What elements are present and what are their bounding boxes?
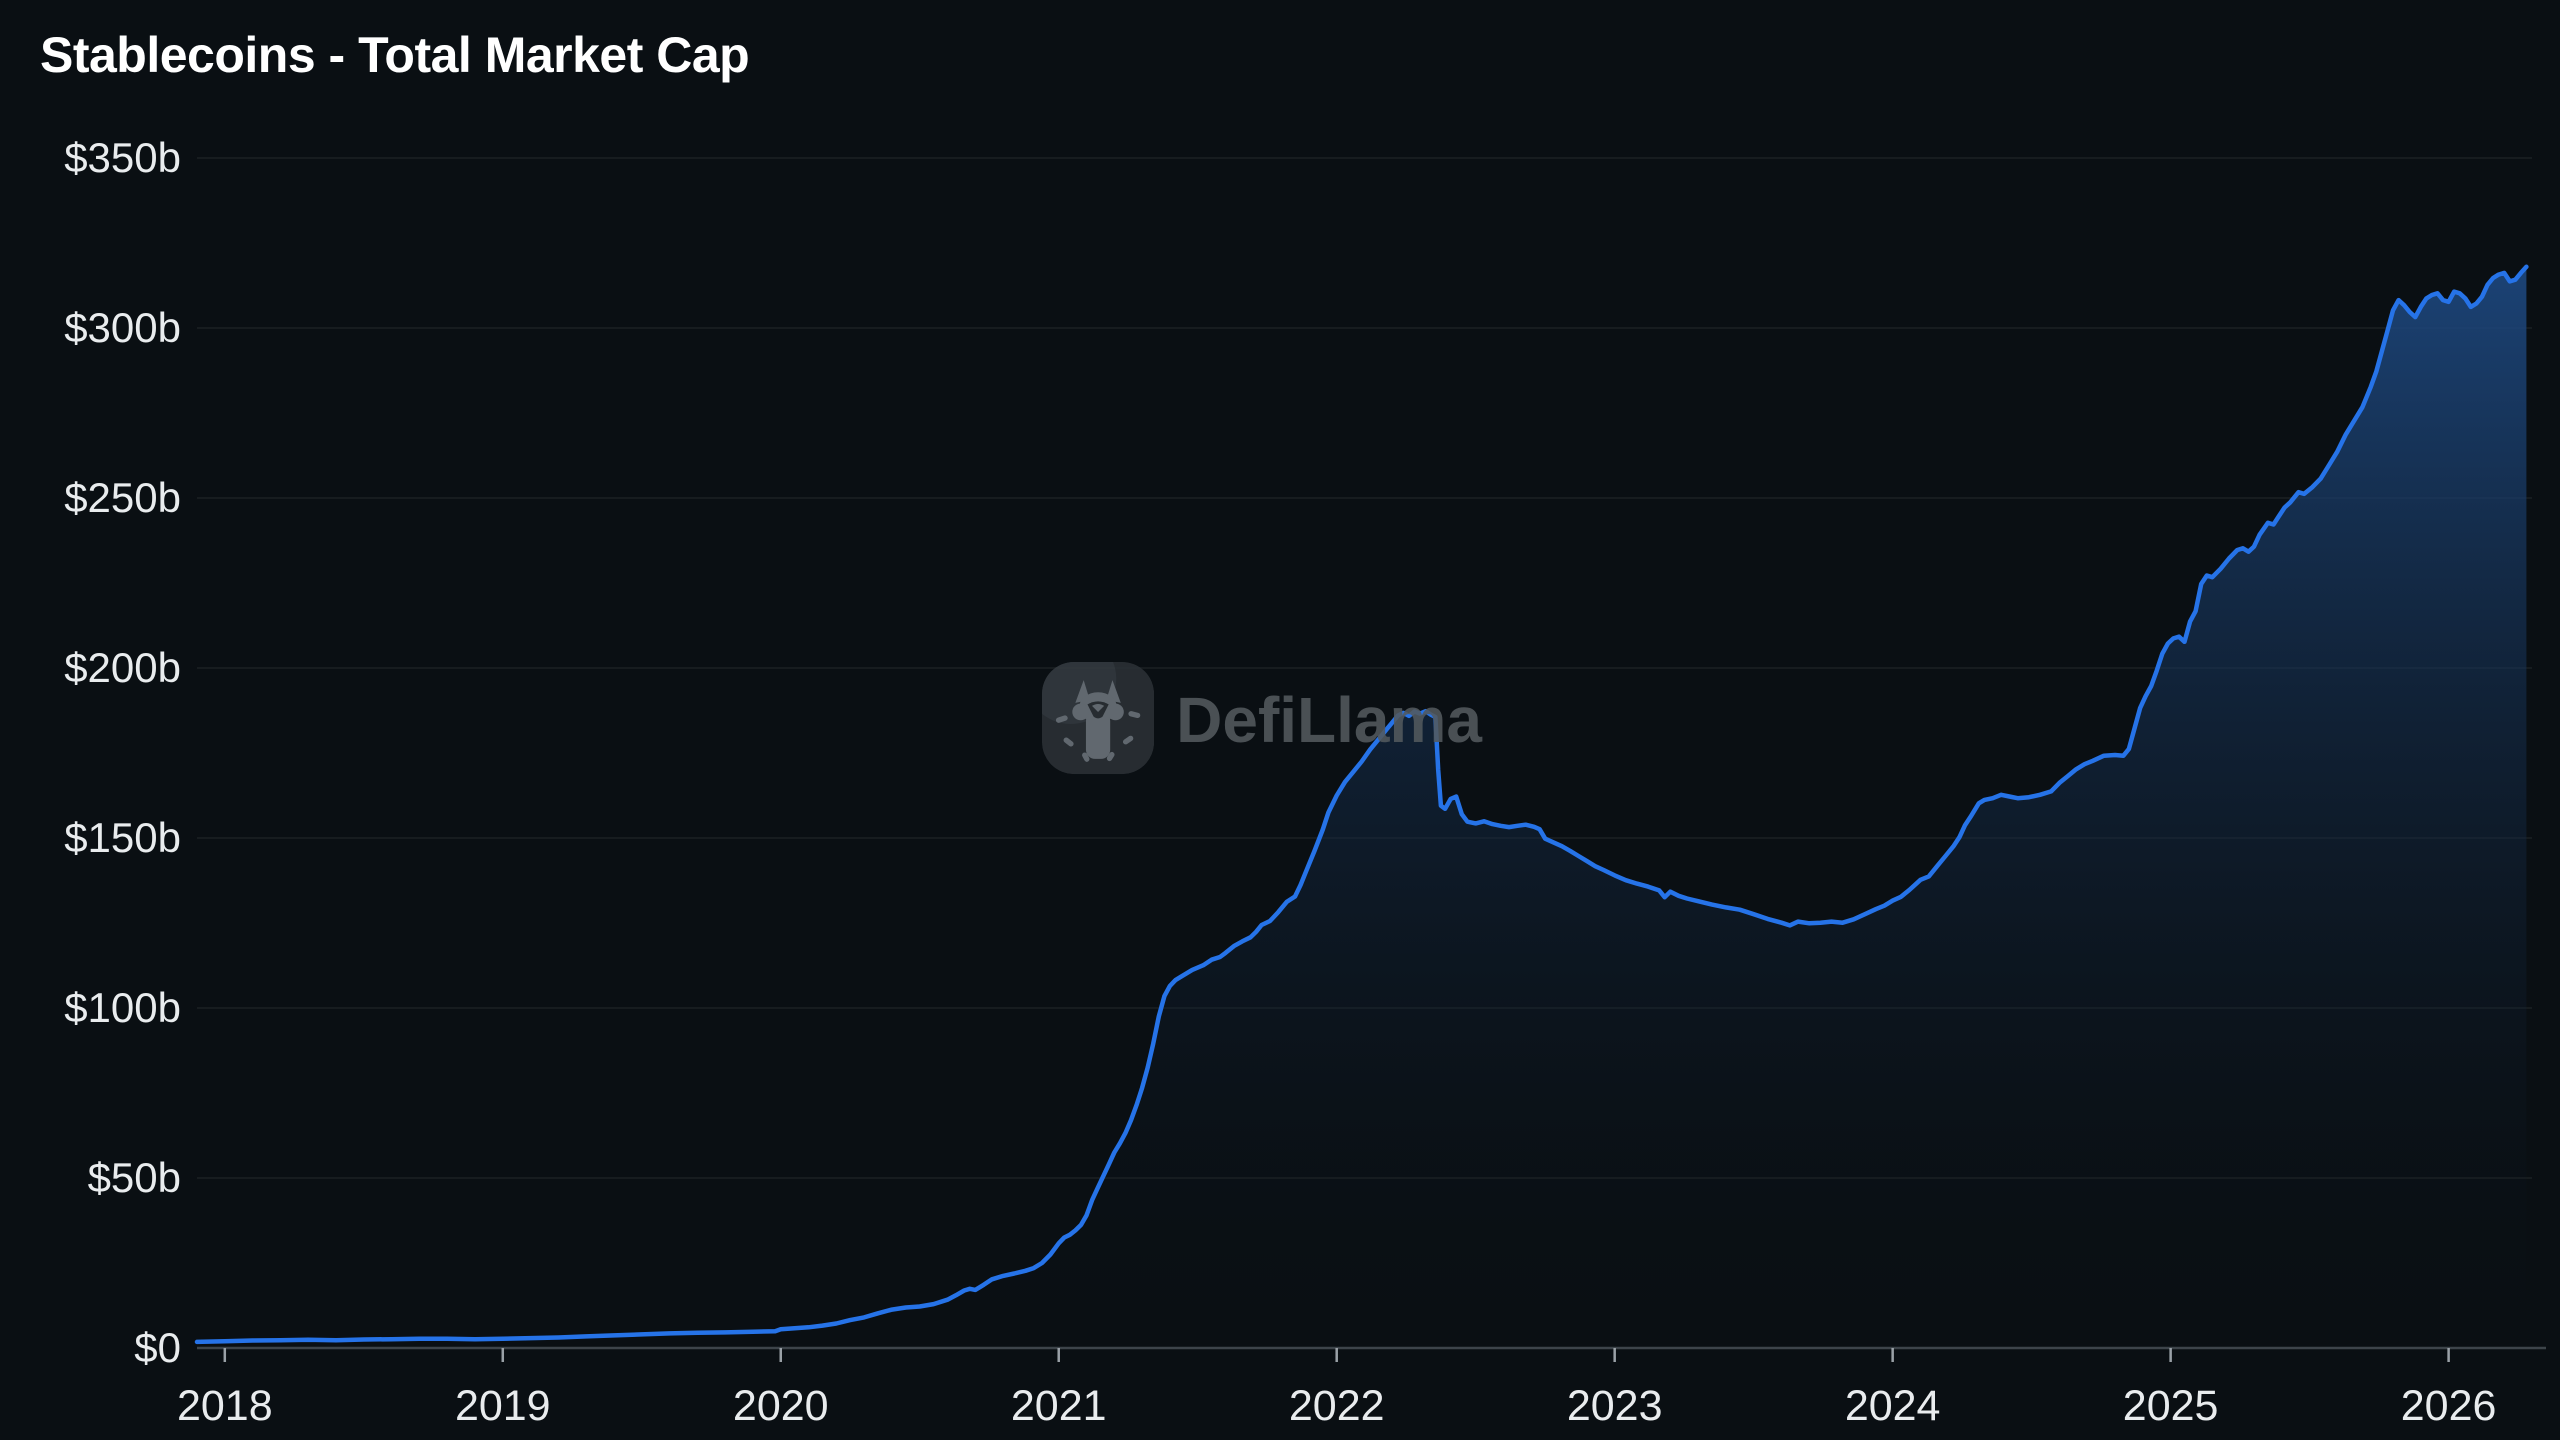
x-tick-label: 2023 [1567, 1382, 1663, 1430]
x-tick-label: 2020 [733, 1382, 829, 1430]
y-tick-label: $50b [88, 1154, 181, 1201]
market-cap-area [197, 266, 2527, 1348]
x-tick-label: 2021 [1011, 1382, 1107, 1430]
page-title: Stablecoins - Total Market Cap [40, 27, 750, 83]
x-tick-label: 2025 [2123, 1382, 2219, 1430]
x-tick-label: 2018 [177, 1382, 273, 1430]
y-tick-label: $250b [64, 474, 181, 521]
y-tick-label: $200b [64, 644, 181, 691]
x-axis-ticks: 2018 2019 2020 2021 2022 2023 2024 2025 2026 [177, 1348, 2496, 1430]
x-tick-label: 2024 [1845, 1382, 1941, 1430]
y-tick-label: $300b [64, 304, 181, 351]
y-tick-label: $150b [64, 814, 181, 861]
x-tick-label: 2026 [2401, 1382, 2497, 1430]
y-tick-label: $350b [64, 134, 181, 181]
y-axis-labels: $0 $50b $100b $150b $200b $250b $300b $350b [64, 134, 181, 1371]
y-tick-label: $0 [134, 1324, 181, 1371]
x-tick-label: 2019 [455, 1382, 551, 1430]
market-cap-line [194, 264, 2529, 1345]
y-tick-label: $100b [64, 984, 181, 1031]
x-tick-label: 2022 [1289, 1382, 1385, 1430]
